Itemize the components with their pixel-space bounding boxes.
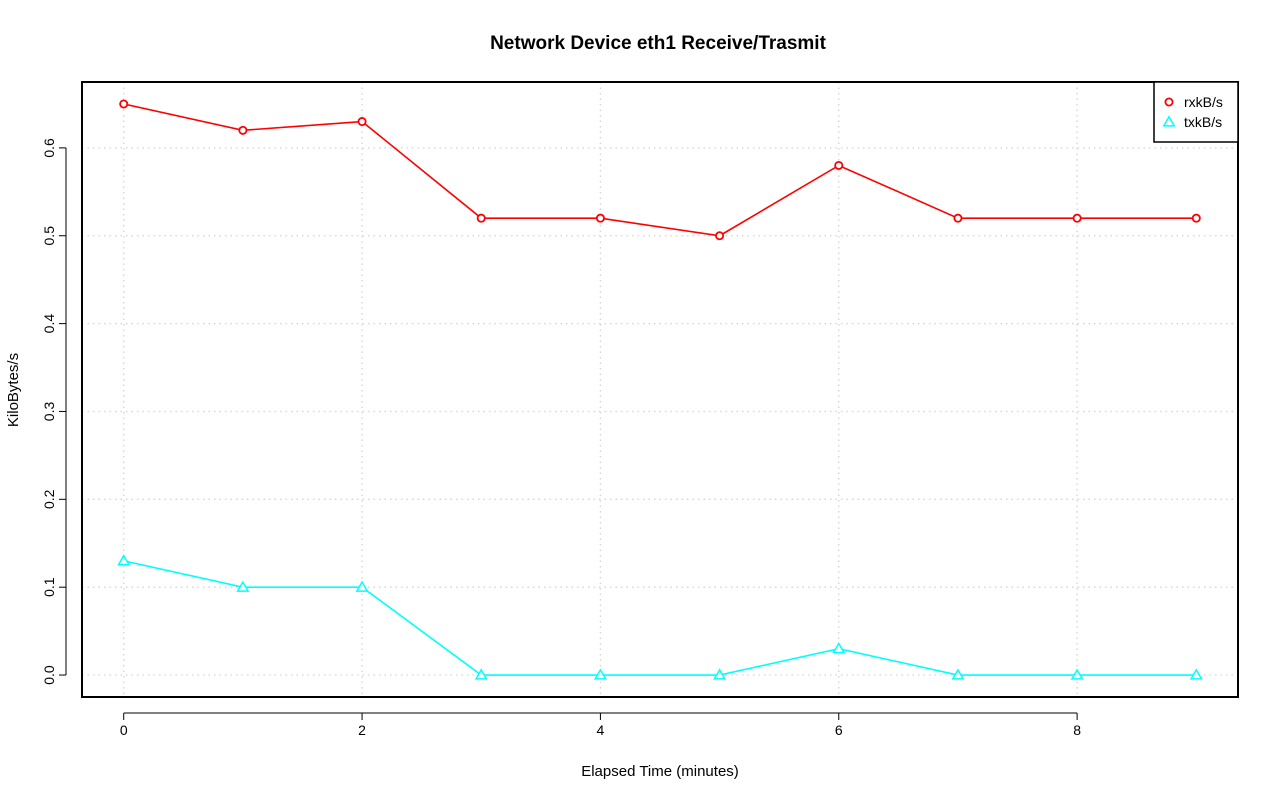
series-layer (117, 99, 1203, 680)
y-tick-label: 0.5 (41, 226, 57, 246)
chart-title: Network Device eth1 Receive/Trasmit (490, 33, 827, 54)
data-point (951, 668, 965, 680)
data-point (713, 668, 727, 680)
data-point (953, 213, 963, 223)
data-point (595, 213, 605, 223)
data-point (593, 668, 607, 680)
data-point (117, 554, 131, 566)
data-point (715, 231, 725, 241)
legend-marker (1164, 97, 1174, 107)
x-tick-label: 2 (358, 722, 366, 738)
y-tick-label: 0.6 (41, 138, 57, 158)
legend-box (1153, 81, 1239, 143)
y-tick-label: 0.2 (41, 489, 57, 509)
x-tick-label: 0 (120, 722, 128, 738)
axes: Elapsed Time (minutes) KiloBytes/s 0 2 4 6 8… (5, 138, 1081, 780)
series-line (123, 560, 1197, 676)
series-rxkbs (119, 99, 1201, 241)
data-point (1072, 213, 1082, 223)
data-point (1070, 668, 1084, 680)
y-tick-label: 0.3 (41, 402, 57, 422)
x-tick-label: 4 (597, 722, 605, 738)
grid-lines (82, 82, 1238, 697)
series-txkbs (117, 554, 1203, 680)
y-tick-label: 0.4 (41, 314, 57, 334)
legend-marker (1162, 115, 1176, 127)
data-point (834, 160, 844, 170)
plot-frame (81, 81, 1239, 698)
series-line (123, 103, 1197, 237)
data-point (236, 580, 250, 592)
data-point (238, 125, 248, 135)
data-point (355, 580, 369, 592)
x-tick-label: 8 (1073, 722, 1081, 738)
data-point (476, 213, 486, 223)
legend-label: rxkB/s (1184, 94, 1223, 110)
y-tick-label: 0.1 (41, 577, 57, 597)
y-axis-label: KiloBytes/s (5, 353, 22, 427)
data-point (474, 668, 488, 680)
data-point (119, 99, 129, 109)
legend-label: txkB/s (1184, 114, 1222, 130)
data-point (1189, 668, 1203, 680)
x-axis-label: Elapsed Time (minutes) (581, 763, 739, 780)
x-tick-label: 6 (835, 722, 843, 738)
data-point (1191, 213, 1201, 223)
legend: rxkB/s txkB/s (1153, 81, 1239, 143)
data-point (832, 641, 846, 654)
y-tick-label: 0.0 (41, 665, 57, 685)
data-point (357, 117, 367, 127)
